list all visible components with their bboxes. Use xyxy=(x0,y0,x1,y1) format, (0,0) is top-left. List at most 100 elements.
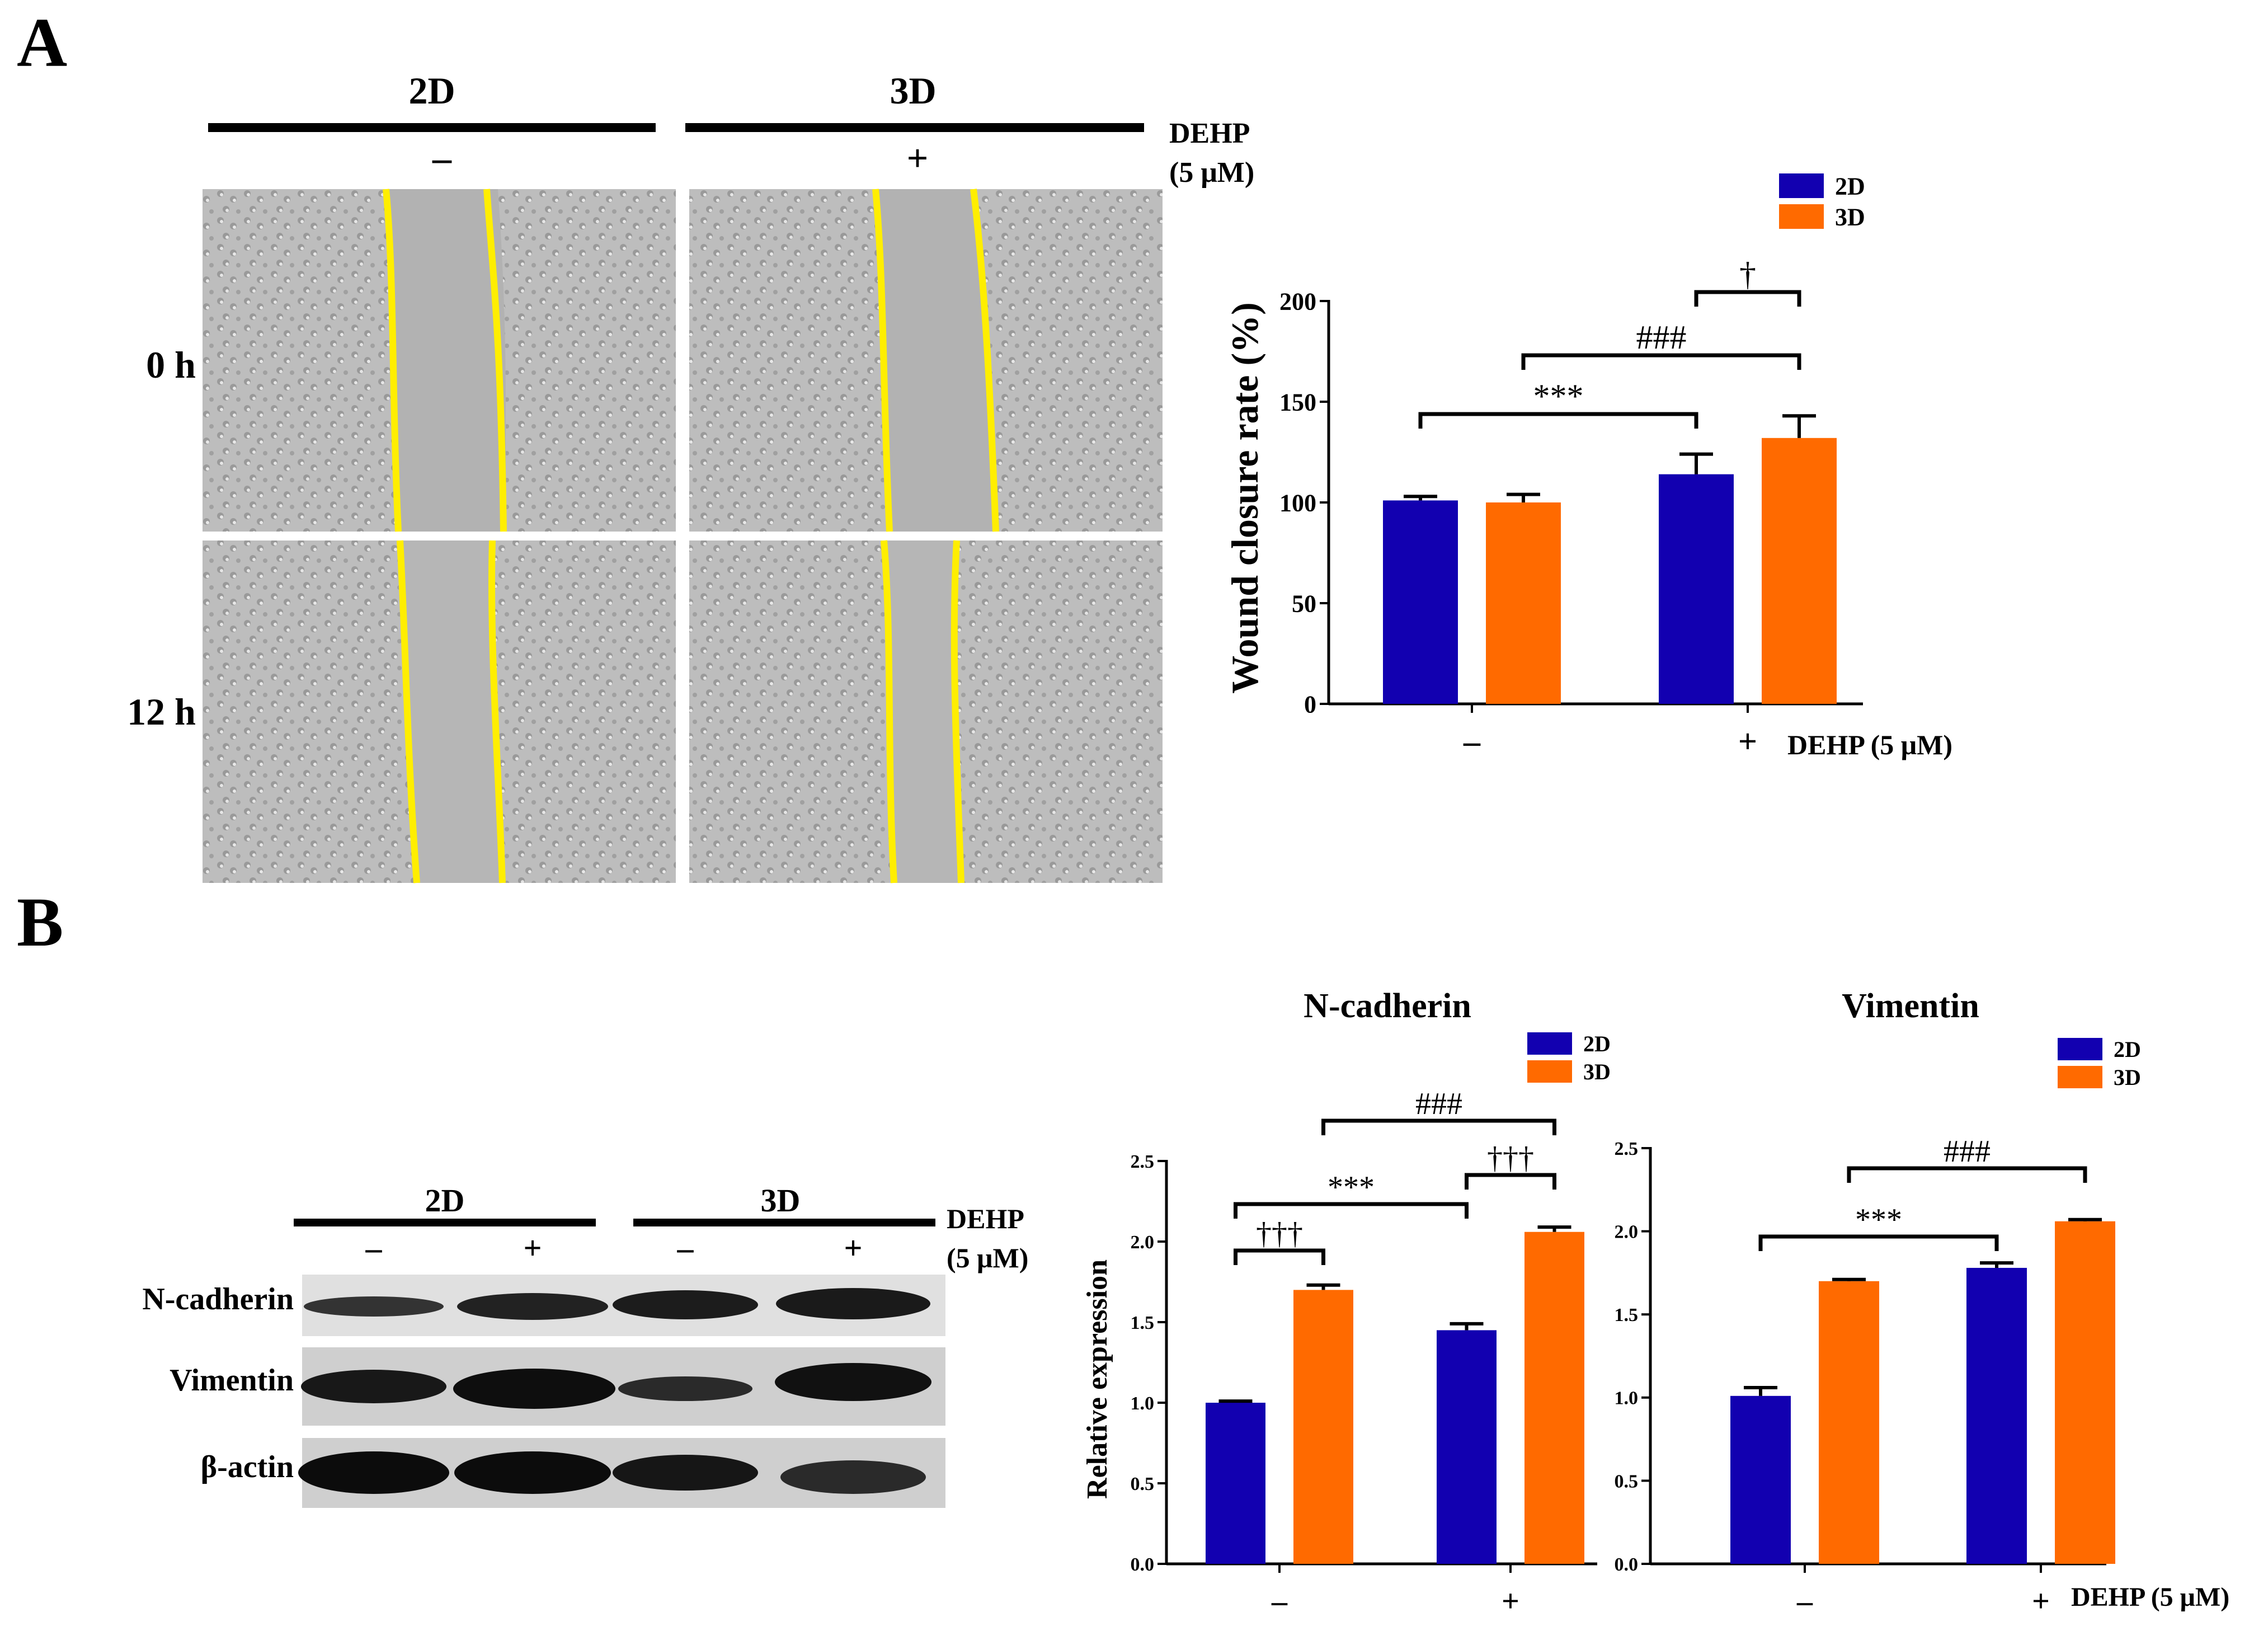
x-tick-label: + xyxy=(1738,723,1757,760)
y-tick-label: 0.5 xyxy=(1615,1471,1639,1492)
ncadherin-chart: N-cadherin Relative expression 0.0 0.5 1.0… xyxy=(1081,987,1611,1619)
significance-label: *** xyxy=(1533,378,1584,415)
legend-swatch xyxy=(1779,173,1824,198)
ylabel: Relative expression xyxy=(1081,1259,1113,1499)
y-tick-label: 0.0 xyxy=(1615,1554,1639,1575)
scratch-edge-left xyxy=(881,540,897,883)
blot-strip-ncadherin xyxy=(302,1275,945,1336)
blot-strip-vimentin xyxy=(301,1347,945,1426)
sign-plus: + xyxy=(907,137,929,179)
blot-bar-2d xyxy=(294,1219,596,1226)
x-tick-label: + xyxy=(1502,1584,1519,1619)
micrograph-3d-0h xyxy=(689,189,1163,532)
lane-sign-2: + xyxy=(523,1230,542,1266)
scratch-edge-left xyxy=(383,189,402,532)
x-tick-label: + xyxy=(2032,1584,2050,1619)
y-tick-label: 2.0 xyxy=(1131,1232,1155,1253)
scratch-edge-left xyxy=(872,189,893,532)
significance-bracket xyxy=(1234,1202,1469,1219)
y-tick-label: 2.0 xyxy=(1615,1222,1639,1243)
western-blot: 2D 3D – + – + DEHP (5 μM) N-cadherin Vim… xyxy=(142,1182,1028,1508)
xlabel: DEHP (5 μM) xyxy=(2071,1582,2229,1612)
bar-2d-minus xyxy=(1730,1395,1791,1564)
legend-label: 2D xyxy=(2114,1037,2141,1062)
micrograph-2d-0h xyxy=(203,189,676,532)
significance-bracket xyxy=(1758,1234,1999,1251)
wound-chart: Wound closure rate (%) DEHP (5 μM) 0 50 10… xyxy=(1224,172,1952,760)
micrograph-3d-12h xyxy=(689,540,1163,883)
scratch-edge-right xyxy=(951,540,964,883)
y-tick-label: 50 xyxy=(1292,590,1316,617)
header-2d: 2D xyxy=(408,69,455,112)
legend-swatch xyxy=(1779,204,1824,229)
bar-3d-plus xyxy=(1524,1232,1584,1564)
y-tick-label: 2.5 xyxy=(1615,1139,1639,1159)
significance-bracket xyxy=(1234,1248,1325,1265)
bar-3d-minus xyxy=(1486,502,1561,704)
blot-header-3d: 3D xyxy=(761,1182,801,1219)
bar-2d-plus xyxy=(1659,474,1734,704)
x-tick-label: – xyxy=(1463,723,1481,760)
panel-label-b: B xyxy=(17,884,63,961)
panel-label-a: A xyxy=(17,4,67,82)
significance-label: ### xyxy=(1415,1087,1462,1121)
legend-swatch xyxy=(1527,1032,1572,1055)
significance-bracket xyxy=(1418,412,1698,429)
y-tick-label: 100 xyxy=(1279,489,1316,516)
header-bar-3d xyxy=(685,123,1144,132)
blot-row-label: Vimentin xyxy=(170,1363,294,1398)
significance-bracket xyxy=(1321,1118,1556,1135)
scratch-edge-right xyxy=(970,189,999,532)
lane-sign-3: – xyxy=(677,1230,694,1266)
blot-bar-3d xyxy=(633,1219,935,1226)
significance-label: *** xyxy=(1328,1170,1375,1205)
y-tick-label: 1.5 xyxy=(1615,1305,1639,1326)
y-tick-label: 1.0 xyxy=(1615,1388,1639,1409)
significance-label: ### xyxy=(1944,1134,1991,1169)
ylabel: Wound closure rate (%) xyxy=(1224,302,1266,694)
scratch-edge-right xyxy=(488,540,506,883)
blot-row-label: N-cadherin xyxy=(142,1282,294,1317)
y-tick-label: 0.0 xyxy=(1131,1554,1155,1575)
significance-label: ††† xyxy=(1487,1141,1534,1176)
lane-sign-4: + xyxy=(844,1230,862,1266)
dehp-conc: (5 μM) xyxy=(1169,157,1254,189)
legend-swatch xyxy=(2058,1038,2102,1060)
lane-sign-1: – xyxy=(365,1230,383,1266)
chart-title: N-cadherin xyxy=(1304,987,1471,1025)
significance-label: † xyxy=(1739,256,1756,293)
micrograph-panel: 2D 3D – + DEHP (5 μM) 0 h 12 h xyxy=(127,69,1254,883)
bar-3d-minus xyxy=(1293,1290,1353,1564)
legend-label: 2D xyxy=(1835,172,1865,200)
xlabel: DEHP (5 μM) xyxy=(1787,729,1952,760)
scratch-edge-left xyxy=(397,540,420,883)
y-tick-label: 1.0 xyxy=(1131,1393,1155,1414)
bar-2d-minus xyxy=(1383,500,1458,704)
dehp-label: DEHP xyxy=(1169,117,1250,149)
y-tick-label: 0.5 xyxy=(1131,1474,1155,1494)
significance-label: ††† xyxy=(1256,1216,1303,1251)
bar-2d-plus xyxy=(1966,1267,2027,1564)
legend-label: 3D xyxy=(2114,1065,2141,1090)
sign-minus: – xyxy=(432,137,452,179)
significance-bracket xyxy=(1694,290,1801,307)
x-tick-label: – xyxy=(1796,1584,1813,1619)
significance-bracket xyxy=(1847,1166,2087,1183)
y-tick-label: 200 xyxy=(1279,288,1316,315)
legend-label: 3D xyxy=(1583,1059,1611,1084)
chart-title: Vimentin xyxy=(1842,987,1979,1025)
blot-strip-bactin xyxy=(298,1438,945,1508)
blot-header-2d: 2D xyxy=(425,1182,465,1219)
blot-row-label: β-actin xyxy=(201,1450,294,1484)
micrograph-2d-12h xyxy=(203,540,676,883)
blot-dehp-conc: (5 μM) xyxy=(947,1242,1028,1273)
significance-label: *** xyxy=(1855,1202,1902,1237)
legend-label: 2D xyxy=(1583,1031,1611,1056)
legend-label: 3D xyxy=(1835,203,1865,231)
bar-2d-plus xyxy=(1437,1330,1497,1564)
blot-dehp-label: DEHP xyxy=(947,1203,1024,1234)
row-label-12h: 12 h xyxy=(127,690,196,733)
scratch-edge-right xyxy=(483,189,507,532)
y-tick-label: 1.5 xyxy=(1131,1313,1155,1333)
